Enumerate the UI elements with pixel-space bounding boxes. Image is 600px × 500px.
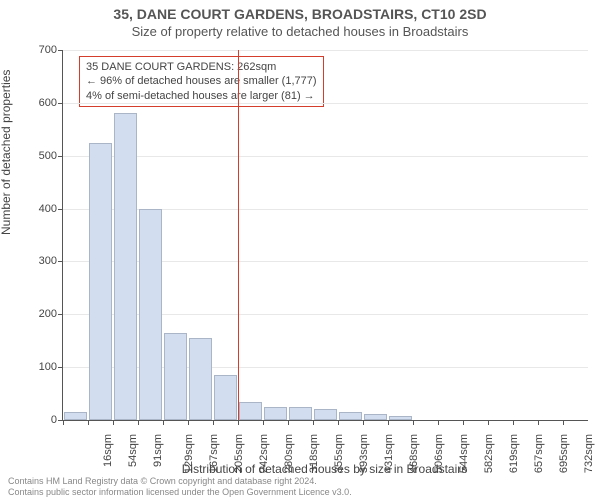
ytick-mark [58, 367, 63, 368]
xtick-mark [338, 420, 339, 425]
histogram-bar [114, 113, 137, 420]
xtick-label: 393sqm [358, 434, 370, 473]
xtick-mark [188, 420, 189, 425]
ytick-mark [58, 103, 63, 104]
page-root: 35, DANE COURT GARDENS, BROADSTAIRS, CT1… [0, 0, 600, 500]
histogram-bar [164, 333, 187, 420]
xtick-mark [513, 420, 514, 425]
xtick-mark [238, 420, 239, 425]
ytick-mark [58, 314, 63, 315]
xtick-label: 54sqm [127, 434, 139, 467]
xtick-mark [138, 420, 139, 425]
xtick-mark [113, 420, 114, 425]
xtick-mark [213, 420, 214, 425]
histogram-bar [264, 407, 287, 420]
ytick-label: 0 [17, 414, 57, 426]
ytick-mark [58, 209, 63, 210]
xtick-label: 506sqm [433, 434, 445, 473]
xtick-mark [313, 420, 314, 425]
ytick-label: 700 [17, 44, 57, 56]
xtick-label: 355sqm [333, 434, 345, 473]
xtick-label: 695sqm [558, 434, 570, 473]
histogram-bar [89, 143, 112, 421]
histogram-bar [239, 402, 262, 421]
xtick-label: 657sqm [533, 434, 545, 473]
xtick-label: 431sqm [383, 434, 395, 473]
xtick-label: 91sqm [152, 434, 164, 467]
ytick-label: 200 [17, 308, 57, 320]
ytick-mark [58, 50, 63, 51]
xtick-mark [263, 420, 264, 425]
ytick-label: 500 [17, 150, 57, 162]
histogram-bar [64, 412, 87, 420]
ytick-label: 600 [17, 97, 57, 109]
histogram-bar [339, 412, 362, 420]
histogram-bar [139, 209, 162, 420]
xtick-mark [538, 420, 539, 425]
chart-plot-area: 35 DANE COURT GARDENS: 262sqm← 96% of de… [62, 50, 588, 421]
xtick-mark [438, 420, 439, 425]
footer-text: Contains HM Land Registry data © Crown c… [8, 476, 352, 499]
xtick-mark [413, 420, 414, 425]
xtick-label: 318sqm [308, 434, 320, 473]
histogram-bar [289, 407, 312, 420]
annotation-line: 4% of semi-detached houses are larger (8… [86, 89, 317, 103]
xtick-label: 242sqm [258, 434, 270, 473]
histogram-bar [214, 375, 237, 420]
page-subtitle: Size of property relative to detached ho… [0, 24, 600, 39]
xtick-label: 16sqm [102, 434, 114, 467]
ytick-label: 400 [17, 203, 57, 215]
histogram-bar [314, 409, 337, 420]
xtick-mark [63, 420, 64, 425]
xtick-label: 582sqm [483, 434, 495, 473]
xtick-mark [488, 420, 489, 425]
histogram-bar [364, 414, 387, 420]
xtick-label: 205sqm [233, 434, 245, 473]
histogram-bar [389, 416, 412, 420]
gridline [63, 156, 588, 157]
xtick-mark [88, 420, 89, 425]
xtick-label: 619sqm [508, 434, 520, 473]
xtick-label: 280sqm [283, 434, 295, 473]
xtick-mark [563, 420, 564, 425]
annotation-line: 35 DANE COURT GARDENS: 262sqm [86, 60, 317, 74]
ytick-label: 300 [17, 255, 57, 267]
xtick-mark [388, 420, 389, 425]
xtick-mark [163, 420, 164, 425]
annotation-box: 35 DANE COURT GARDENS: 262sqm← 96% of de… [79, 56, 324, 107]
ytick-mark [58, 261, 63, 262]
xtick-mark [363, 420, 364, 425]
histogram-bar [189, 338, 212, 420]
xtick-label: 129sqm [183, 434, 195, 473]
xtick-mark [288, 420, 289, 425]
ytick-mark [58, 156, 63, 157]
xtick-mark [463, 420, 464, 425]
marker-line [238, 50, 239, 420]
xtick-label: 732sqm [583, 434, 595, 473]
footer-line-2: Contains public sector information licen… [8, 487, 352, 497]
gridline [63, 103, 588, 104]
xtick-label: 468sqm [408, 434, 420, 473]
annotation-line: ← 96% of detached houses are smaller (1,… [86, 74, 317, 88]
xtick-label: 544sqm [458, 434, 470, 473]
footer-line-1: Contains HM Land Registry data © Crown c… [8, 476, 317, 486]
y-axis-label: Number of detached properties [0, 70, 13, 235]
xtick-label: 167sqm [208, 434, 220, 473]
ytick-label: 100 [17, 361, 57, 373]
page-title: 35, DANE COURT GARDENS, BROADSTAIRS, CT1… [0, 6, 600, 22]
gridline [63, 50, 588, 51]
